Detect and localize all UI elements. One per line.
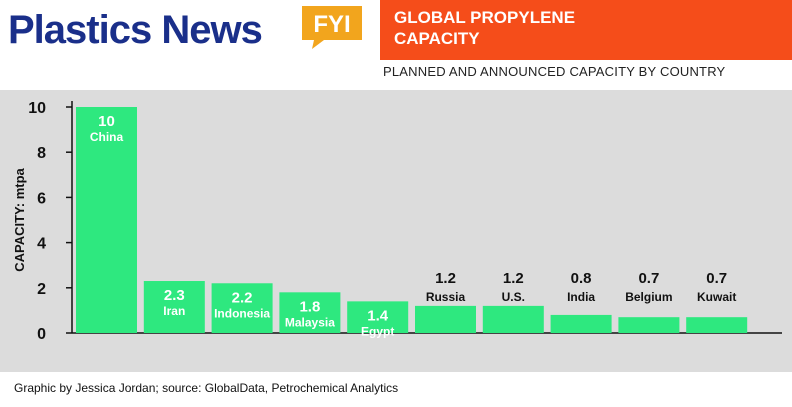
bar-category-label: Belgium (625, 290, 672, 304)
y-axis-label: CAPACITY: mtpa (12, 167, 27, 271)
bar-category-label: U.S. (502, 290, 525, 304)
bar-value-label: 0.8 (571, 270, 592, 287)
bar-value-label: 1.2 (503, 270, 524, 287)
y-tick-label: 2 (37, 281, 46, 298)
y-tick-label: 10 (28, 100, 46, 117)
chart-title: GLOBAL PROPYLENE CAPACITY (394, 8, 576, 48)
bar (618, 317, 680, 333)
chart-subtitle: PLANNED AND ANNOUNCED CAPACITY BY COUNTR… (383, 64, 726, 79)
bar-value-label: 0.7 (638, 270, 659, 287)
y-tick-label: 6 (37, 190, 46, 207)
bar-category-label: Iran (163, 304, 185, 318)
chart-area: 0 2 4 6 8 10 CAPACITY: mtpa 10 China 2.3 Iran 2.2 In… (0, 90, 792, 372)
bar-category-label: India (567, 290, 595, 304)
brand-name: Plastics News (8, 8, 263, 52)
bar-category-label: Malaysia (285, 315, 335, 329)
y-tick-label: 8 (37, 145, 46, 162)
brand-logo: Plastics News (8, 4, 378, 60)
bar (482, 305, 544, 333)
bar-category-label: China (90, 130, 124, 144)
bar (347, 301, 409, 333)
bar-value-label: 2.3 (164, 287, 185, 304)
fyi-badge-text: FYI (313, 11, 350, 38)
bar-category-label: Egypt (361, 324, 394, 338)
y-tick-label: 0 (37, 326, 46, 343)
bar (279, 292, 341, 333)
bar-value-label: 1.4 (367, 307, 389, 324)
fyi-badge: FYI (302, 6, 362, 49)
bar (76, 107, 137, 333)
title-banner: GLOBAL PROPYLENE CAPACITY (380, 0, 792, 60)
bar (211, 283, 273, 333)
source-credit: Graphic by Jessica Jordan; source: Globa… (14, 381, 399, 395)
bar-value-label: 10 (98, 113, 115, 130)
bar-value-label: 1.8 (299, 298, 320, 315)
bar (686, 317, 748, 333)
bar-value-label: 1.2 (435, 270, 456, 287)
y-tick-label: 4 (37, 236, 46, 253)
footer: Graphic by Jessica Jordan; source: Globa… (0, 372, 792, 407)
bar (143, 281, 205, 333)
bar-value-label: 0.7 (706, 270, 727, 287)
bar-category-label: Kuwait (697, 290, 736, 304)
bar (415, 305, 476, 333)
bar-category-label: Indonesia (214, 306, 270, 320)
bar (550, 314, 612, 333)
bar-value-label: 2.2 (232, 289, 253, 306)
bar-category-label: Russia (426, 290, 466, 304)
